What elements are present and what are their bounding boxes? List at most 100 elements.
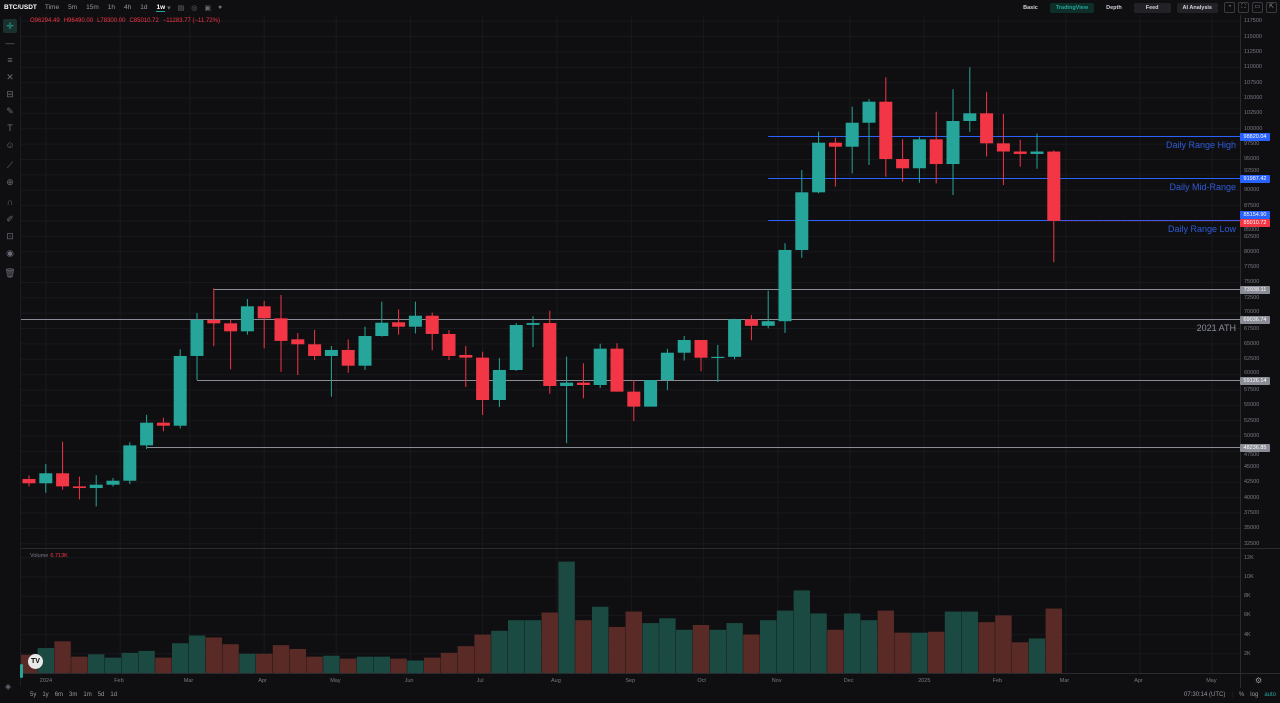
scroll-handle[interactable] (20, 664, 23, 678)
indicator-icon[interactable]: ◎ (191, 4, 198, 12)
volume-bar (961, 611, 978, 673)
price-tick-label: 55000 (1244, 402, 1260, 409)
volume-bar (155, 657, 172, 673)
candle-body (257, 306, 271, 319)
timeframe-1w[interactable]: 1w (156, 3, 166, 12)
candle-body (744, 319, 758, 326)
volume-bar (676, 629, 693, 673)
price-tick-label: 105000 (1244, 95, 1263, 101)
pin-icon[interactable]: ◈ (5, 682, 12, 691)
fib-icon[interactable]: ✕ (6, 72, 14, 82)
auto-toggle[interactable]: auto (1264, 692, 1276, 698)
timeframe-5m[interactable]: 5m (68, 4, 78, 11)
volume-bar (407, 660, 424, 673)
volume-bar (944, 611, 962, 673)
crosshair-icon[interactable]: ✛ (3, 19, 17, 33)
horizontal-lines-icon[interactable]: ≡ (7, 55, 13, 65)
candle-body (963, 113, 977, 121)
time-tick-label: Feb (992, 678, 1003, 684)
candle-body (560, 382, 574, 386)
candle-type-icon[interactable]: ▤ (177, 4, 185, 12)
volume-tick-label: 4K (1244, 631, 1251, 638)
volume-bar (272, 645, 290, 673)
popout-icon[interactable]: ⇱ (1266, 2, 1277, 13)
range-1m[interactable]: 1m (83, 692, 92, 698)
price-tick-label: 72500 (1244, 294, 1260, 301)
percent-toggle[interactable]: % (1238, 692, 1245, 698)
legend-high: H96490.00 (63, 18, 94, 24)
basic-button[interactable]: Basic (1023, 4, 1038, 11)
symbol-name[interactable]: BTC/USDT (4, 4, 37, 11)
volume-tick-label: 8K (1244, 593, 1251, 600)
ruler-icon[interactable]: ⟋ (6, 160, 14, 170)
timeframe-time[interactable]: Time (44, 4, 60, 11)
timeframe-4h[interactable]: 4h (123, 4, 132, 11)
depth-button[interactable]: Depth (1106, 4, 1122, 11)
pattern-icon[interactable]: ⊟ (6, 89, 14, 99)
candle-body (1013, 151, 1027, 154)
ai-analysis-button[interactable]: AI Analysis (1176, 2, 1218, 13)
emoji-icon[interactable]: ☺ (5, 140, 15, 150)
range-1d[interactable]: 1d (110, 692, 118, 698)
timeframe-1h[interactable]: 1h (107, 4, 115, 11)
candle-body (627, 391, 641, 407)
level-label: 2021 ATH (1196, 322, 1236, 333)
zoom-icon[interactable]: ⊕ (6, 177, 14, 187)
layout-icon[interactable]: ▭ (1252, 2, 1263, 13)
candle-body (106, 480, 120, 485)
timer-icon[interactable]: ◔ (1224, 2, 1235, 13)
candle-body (224, 323, 238, 332)
log-toggle[interactable]: log (1250, 692, 1259, 698)
volume-bar (491, 630, 508, 673)
tradingview-button[interactable]: TradingView (1049, 2, 1095, 13)
view-switcher: Basic TradingView Depth Feed AI Analysis… (1017, 2, 1280, 13)
text-icon[interactable]: T (7, 123, 13, 133)
candle-body (929, 139, 943, 165)
candle-body (644, 380, 658, 407)
range-3m[interactable]: 3m (69, 692, 78, 698)
range-6m[interactable]: 6m (54, 692, 64, 698)
candle-body (173, 355, 187, 426)
price-tick-label: 100000 (1244, 125, 1263, 132)
brush-icon[interactable]: ✎ (6, 106, 14, 116)
timeframe-15m[interactable]: 15m (86, 4, 99, 11)
settings-icon[interactable]: ● (218, 4, 223, 11)
level-price-tag: 48236.85 (1240, 443, 1270, 452)
candle-body (879, 101, 893, 159)
eye-icon[interactable]: ◉ (6, 248, 14, 258)
volume-bar (642, 623, 659, 673)
legend-change: −11283.77 (−11.72%) (162, 18, 220, 24)
price-tick-label: 67500 (1244, 325, 1260, 332)
time-tick-label: Apr (258, 678, 267, 684)
magnet-icon[interactable]: ∩ (6, 197, 14, 207)
axis-settings-icon[interactable]: ⚙ (1255, 676, 1263, 685)
range-5y[interactable]: 5y (30, 692, 37, 698)
camera-icon[interactable]: ▣ (204, 4, 211, 12)
volume-bar (340, 658, 357, 673)
volume-bar (1045, 608, 1062, 673)
range-5d[interactable]: 5d (97, 692, 105, 698)
timeframe-1d[interactable]: 1d (140, 4, 148, 11)
volume-bar (558, 561, 575, 673)
chevron-down-icon[interactable]: ▾ (167, 4, 171, 12)
utc-clock[interactable]: 07:30:14 (UTC) (1184, 692, 1226, 698)
scale-controls: 07:30:14 (UTC) | % log auto (1184, 692, 1276, 698)
level-price-tag: 73938.11 (1240, 285, 1270, 294)
candle-body (39, 473, 53, 484)
lock-icon[interactable]: ⊡ (6, 231, 14, 241)
draw-lock-icon[interactable]: ✐ (6, 214, 14, 224)
volume-bar (827, 629, 844, 673)
feed-button[interactable]: Feed (1133, 2, 1171, 13)
range-1y[interactable]: 1y (42, 692, 49, 698)
price-tick-label: 102500 (1244, 110, 1263, 117)
trend-line-icon[interactable]: ― (5, 38, 15, 48)
price-tick-label: 117500 (1244, 18, 1262, 25)
candle-body (123, 445, 137, 481)
trash-icon[interactable]: 🗑 (4, 268, 16, 278)
time-tick-label: Apr (1134, 678, 1143, 684)
level-price-tag: 98820.04 (1240, 132, 1270, 141)
candle-body (761, 321, 775, 326)
fullscreen-icon[interactable]: ⛶ (1238, 2, 1249, 13)
time-tick-label: Mar (183, 678, 194, 684)
